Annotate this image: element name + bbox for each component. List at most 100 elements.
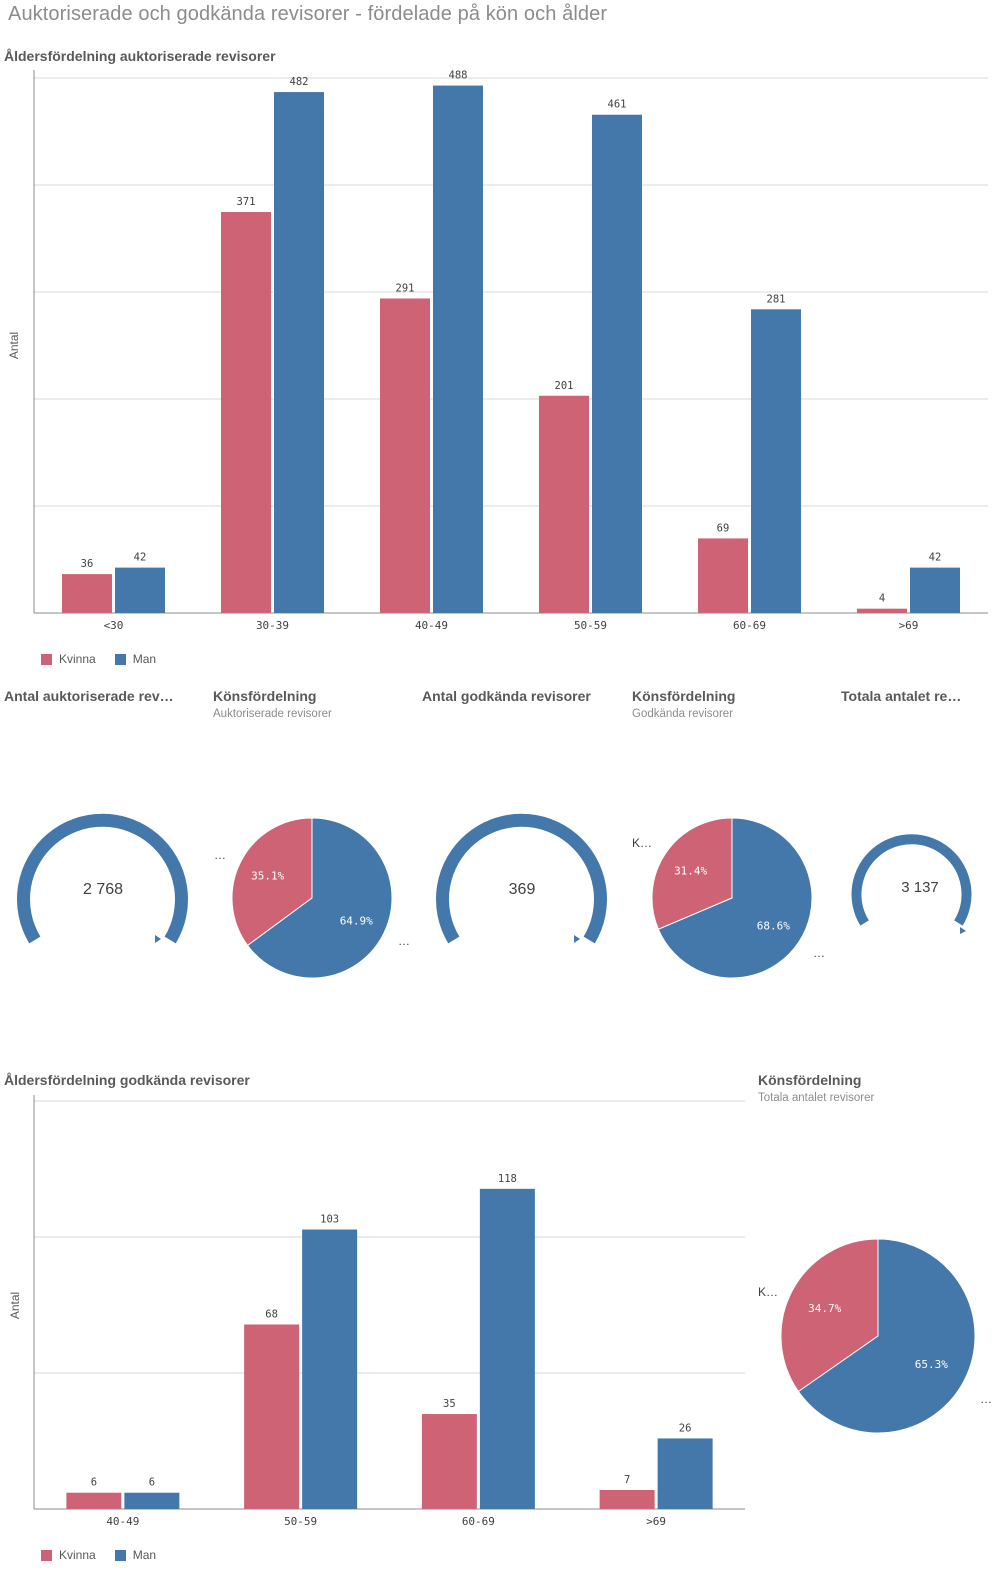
pie2-left-label: K… [632, 836, 653, 850]
kpi3-gauge[interactable]: 3 137 [838, 800, 1003, 970]
legend-item-man[interactable]: Man [114, 652, 156, 666]
chart1-x-tick-label: >69 [899, 619, 919, 632]
chart1-data-label: 201 [555, 380, 574, 392]
pie3-slice-kvinna[interactable] [780, 1238, 879, 1393]
chart1-bar-man[interactable] [433, 85, 483, 613]
chart1-data-label: 42 [134, 552, 147, 564]
pie2-chart[interactable]: 31.4% 68.6% [630, 800, 840, 990]
chart1-x-tick-label: 60-69 [733, 619, 766, 632]
chart2-x-tick-label: 60-69 [462, 1515, 495, 1528]
chart1-bar-kvinna[interactable] [698, 538, 748, 613]
kpi2-gauge[interactable]: 369 [419, 800, 629, 970]
pie1-title: Könsfördelning [213, 688, 317, 704]
kpi2-value: 369 [509, 881, 536, 898]
y-axis-label: Antal [8, 1292, 22, 1319]
kpi1-gauge-arc [17, 813, 188, 944]
kpi3-gauge-arc [851, 834, 972, 926]
pie3-value-label: 34.7% [808, 1302, 841, 1315]
chart2-bar-kvinna[interactable] [421, 1414, 477, 1509]
pie2-subtitle: Godkända revisorer [632, 708, 733, 720]
chart1-data-label: 36 [81, 558, 94, 570]
chart2-bar-man[interactable] [479, 1188, 535, 1509]
chart1-bar-man[interactable] [592, 114, 642, 614]
chart2-bar-kvinna[interactable] [66, 1492, 122, 1509]
chart2-x-tick-label: 50-59 [284, 1515, 317, 1528]
pie3-ellipsis-right: … [980, 1392, 992, 1406]
chart2-data-label: 7 [624, 1474, 630, 1486]
pie1-slice-kvinna[interactable] [231, 817, 313, 947]
legend2-item-kvinna[interactable]: Kvinna [41, 1548, 96, 1562]
kpi1-title: Antal auktoriserade rev… [4, 688, 174, 704]
kpi2-title: Antal godkända revisorer [422, 688, 591, 704]
pie2-slice-man[interactable] [657, 817, 813, 979]
chart1-title: Åldersfördelning auktoriserade revisorer [4, 48, 276, 64]
pie2-value-label: 68.6% [757, 919, 790, 932]
pie2-title: Könsfördelning [632, 688, 736, 704]
chart2-legend[interactable]: Kvinna Man [41, 1548, 175, 1562]
chart2-bar-kvinna[interactable] [244, 1324, 300, 1509]
kpi3-gauge-marker [960, 927, 966, 934]
legend2-item-man[interactable]: Man [114, 1548, 157, 1562]
chart2-x-tick-label: >69 [646, 1515, 666, 1528]
legend2-label-kvinna: Kvinna [59, 1548, 96, 1562]
chart2-title: Åldersfördelning godkända revisorer [4, 1072, 250, 1088]
chart2-x-tick-label: 40-49 [106, 1515, 139, 1528]
legend-swatch-man [114, 653, 126, 665]
y-axis-label: Antal [7, 332, 21, 359]
chart1-bar-man[interactable] [751, 309, 801, 613]
chart1-data-label: 371 [237, 196, 256, 208]
pie1-value-label: 35.1% [251, 870, 284, 883]
legend-swatch-kvinna [41, 653, 52, 665]
legend2-label-man: Man [132, 1548, 157, 1562]
pie3-chart[interactable]: 34.7% 65.3% [760, 1230, 1003, 1460]
chart2-bar-kvinna[interactable] [599, 1490, 655, 1509]
chart2-bar-man[interactable] [657, 1438, 713, 1509]
chart1-data-label: 461 [608, 99, 627, 111]
chart2-data-label: 35 [443, 1398, 456, 1410]
pie3-slice-man[interactable] [797, 1238, 976, 1434]
pie3-title: Könsfördelning [758, 1072, 862, 1088]
chart1-x-tick-label: 40-49 [415, 619, 448, 632]
chart2-bar-chart[interactable]: Antal 6 6 40-49 68 103 50-59 35 118 60-69 7 26 >69 [0, 1095, 755, 1540]
kpi1-value: 2 768 [83, 881, 123, 898]
pie2-slice-kvinna[interactable] [651, 817, 733, 930]
chart2-bar-man[interactable] [124, 1492, 180, 1509]
chart1-bar-chart[interactable]: Antal 36 42 <30 371 482 30-39 291 488 40-49 201 461… [0, 70, 1003, 640]
pie3-subtitle: Totala antalet revisorer [758, 1092, 875, 1104]
chart1-x-tick-label: 50-59 [574, 619, 607, 632]
chart1-bar-man[interactable] [274, 92, 324, 613]
legend-label-kvinna: Kvinna [59, 652, 96, 666]
kpi2-gauge-marker [574, 935, 580, 943]
page-title: Auktoriserade och godkända revisorer - f… [8, 3, 608, 25]
chart2-data-label: 26 [679, 1422, 692, 1434]
pie1-ellipsis-right: … [398, 934, 410, 948]
pie1-value-label: 64.9% [340, 914, 373, 927]
legend2-swatch-man [114, 1549, 126, 1561]
chart1-data-label: 42 [929, 552, 942, 564]
kpi1-gauge-marker [155, 935, 161, 943]
chart1-bar-kvinna[interactable] [62, 574, 112, 613]
chart2-data-label: 6 [91, 1477, 97, 1489]
pie2-ellipsis-right: … [813, 946, 825, 960]
kpi2-gauge-arc [436, 813, 607, 944]
pie1-chart[interactable]: 35.1% 64.9% [210, 800, 420, 990]
chart1-bar-kvinna[interactable] [539, 395, 589, 613]
chart1-bar-kvinna[interactable] [380, 298, 430, 613]
chart1-x-tick-label: 30-39 [256, 619, 289, 632]
legend2-swatch-kvinna [41, 1549, 52, 1561]
legend-item-kvinna[interactable]: Kvinna [41, 652, 96, 666]
chart1-data-label: 482 [290, 76, 309, 88]
chart1-bar-kvinna[interactable] [221, 212, 271, 613]
chart1-bar-kvinna[interactable] [857, 608, 907, 613]
pie1-subtitle: Auktoriserade revisorer [213, 708, 332, 720]
chart1-legend[interactable]: Kvinna Man [41, 652, 175, 666]
pie1-slice-man[interactable] [246, 817, 393, 979]
kpi1-gauge[interactable]: 2 768 [0, 800, 210, 970]
chart2-bar-man[interactable] [302, 1229, 358, 1509]
pie3-left-label: K… [758, 1285, 779, 1299]
chart1-bar-man[interactable] [910, 567, 960, 613]
chart1-bar-man[interactable] [115, 567, 165, 613]
chart2-data-label: 68 [265, 1308, 278, 1320]
chart1-data-label: 281 [767, 293, 786, 305]
chart1-data-label: 69 [717, 522, 730, 534]
